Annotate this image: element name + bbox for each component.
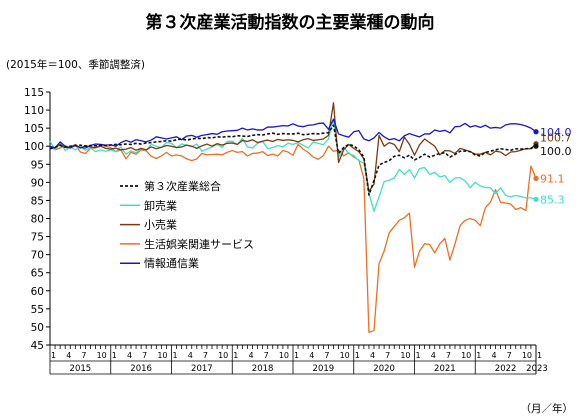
x-month-label: 1 bbox=[294, 351, 299, 360]
x-year-label: 2022 bbox=[495, 364, 517, 374]
series-end-point-3 bbox=[533, 175, 539, 181]
x-month-label: 7 bbox=[385, 351, 390, 360]
y-tick-label: 50 bbox=[31, 322, 44, 334]
x-month-label: 10 bbox=[522, 351, 532, 360]
y-tick-label: 115 bbox=[24, 87, 44, 99]
series-line-3 bbox=[49, 143, 537, 334]
x-year-label: 2018 bbox=[252, 364, 274, 374]
y-tick-label: 60 bbox=[31, 286, 44, 298]
y-tick-label: 95 bbox=[31, 159, 44, 171]
legend-label-2: 小売業 bbox=[144, 219, 177, 232]
x-month-label: 7 bbox=[446, 351, 451, 360]
x-month-label: 1 bbox=[416, 351, 421, 360]
end-labels: 100.0 85.3 100.7 91.1 104.0 bbox=[540, 126, 572, 207]
end-label-0: 100.0 bbox=[540, 145, 572, 158]
y-tick-label: 75 bbox=[31, 232, 44, 244]
x-month-label: 10 bbox=[97, 351, 107, 360]
series-end-point-1 bbox=[533, 196, 539, 202]
x-month-label: 1 bbox=[537, 351, 542, 360]
y-tick-label: 100 bbox=[24, 141, 44, 153]
x-month-label: 4 bbox=[66, 351, 71, 360]
x-month-label: 1 bbox=[51, 351, 56, 360]
end-label-1: 85.3 bbox=[540, 193, 565, 206]
legend-label-1: 卸売業 bbox=[144, 198, 177, 212]
x-year-label: 2016 bbox=[130, 364, 152, 374]
x-month-label: 4 bbox=[370, 351, 375, 360]
x-month-label: 7 bbox=[324, 351, 329, 360]
x-month-label: 10 bbox=[340, 351, 350, 360]
y-tick-label: 90 bbox=[31, 177, 44, 189]
x-month-label: 4 bbox=[431, 351, 436, 360]
series-line-1 bbox=[49, 118, 537, 212]
x-month-label: 7 bbox=[507, 351, 512, 360]
x-month-label: 10 bbox=[279, 351, 289, 360]
y-tick-label: 105 bbox=[24, 123, 44, 135]
x-month-label: 7 bbox=[264, 351, 269, 360]
x-month-label: 4 bbox=[248, 351, 253, 360]
y-tick-label: 55 bbox=[31, 304, 44, 316]
end-label-3: 91.1 bbox=[540, 172, 565, 185]
x-year-label: 2017 bbox=[191, 364, 213, 374]
x-month-label: 10 bbox=[157, 351, 167, 360]
x-year-label: 2020 bbox=[373, 364, 395, 374]
series-layer bbox=[49, 102, 539, 334]
x-year-label: 2015 bbox=[70, 364, 92, 374]
y-tick-label: 70 bbox=[31, 250, 44, 262]
x-year-label: 2023 bbox=[526, 364, 548, 374]
x-month-label: 4 bbox=[309, 351, 314, 360]
end-label-4: 104.0 bbox=[540, 126, 572, 139]
x-month-label: 10 bbox=[218, 351, 228, 360]
x-month-label: 4 bbox=[127, 351, 132, 360]
y-tick-label: 80 bbox=[31, 214, 44, 226]
series-end-point-0 bbox=[533, 143, 539, 149]
x-month-label: 1 bbox=[173, 351, 178, 360]
x-month-label: 1 bbox=[112, 351, 117, 360]
x-axis-unit-label: （月／年） bbox=[521, 402, 574, 415]
x-month-label: 1 bbox=[355, 351, 360, 360]
y-tick-label: 45 bbox=[31, 340, 44, 352]
end-label-2: 100.7 bbox=[540, 132, 572, 145]
x-year-label: 2021 bbox=[434, 364, 456, 374]
x-year-label: 2019 bbox=[313, 364, 335, 374]
chart-title: 第３次産業活動指数の主要業種の動向 bbox=[146, 12, 435, 33]
legend-label-3: 生活娯楽関連サービス bbox=[144, 237, 254, 251]
x-month-label: 10 bbox=[461, 351, 471, 360]
x-month-label: 7 bbox=[81, 351, 86, 360]
x-month-label: 4 bbox=[491, 351, 496, 360]
series-end-point-4 bbox=[533, 129, 539, 135]
x-month-label: 7 bbox=[203, 351, 208, 360]
legend-label-4: 情報通信業 bbox=[144, 257, 199, 270]
x-month-label: 1 bbox=[476, 351, 481, 360]
legend-label-0: 第３次産業総合 bbox=[144, 179, 221, 193]
y-tick-label: 110 bbox=[24, 105, 44, 117]
chart-subtitle: (2015年＝100、季節調整済) bbox=[6, 58, 145, 71]
series-line-2 bbox=[49, 102, 537, 193]
x-month-label: 4 bbox=[188, 351, 193, 360]
x-month-label: 10 bbox=[400, 351, 410, 360]
series-line-4 bbox=[49, 118, 537, 149]
x-month-label: 1 bbox=[233, 351, 238, 360]
y-tick-label: 65 bbox=[31, 268, 44, 280]
x-month-label: 7 bbox=[142, 351, 147, 360]
y-tick-label: 85 bbox=[31, 195, 44, 207]
series-line-0 bbox=[49, 124, 537, 196]
